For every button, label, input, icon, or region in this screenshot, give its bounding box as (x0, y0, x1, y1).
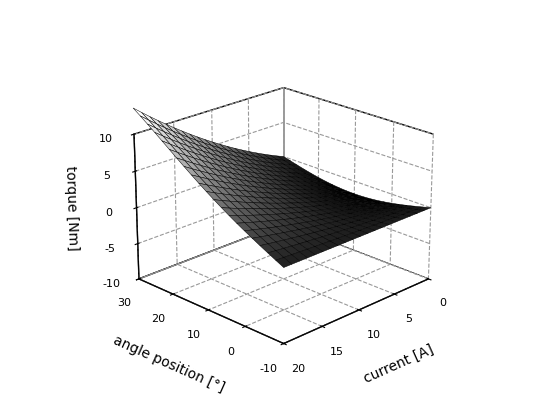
Y-axis label: angle position [°]: angle position [°] (111, 333, 226, 395)
X-axis label: current [A]: current [A] (362, 342, 436, 386)
